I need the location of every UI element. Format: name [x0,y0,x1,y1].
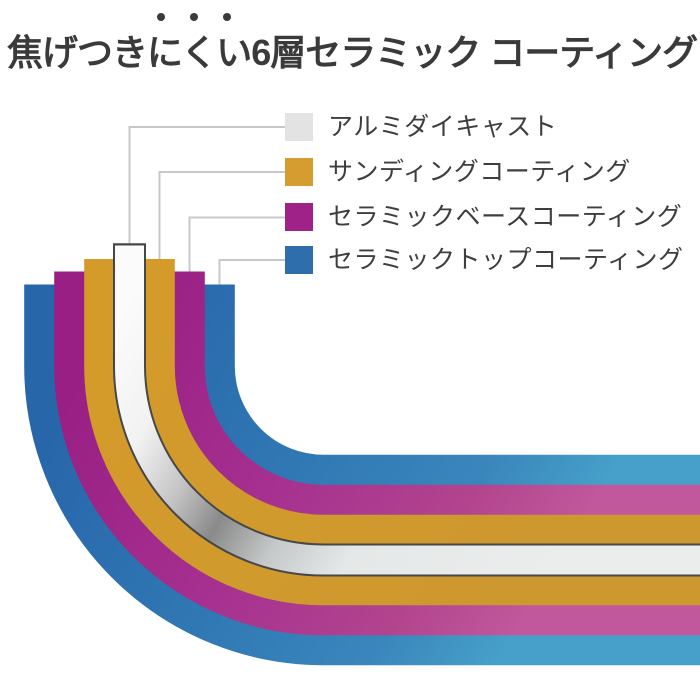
legend-swatch-ceramic-base [285,203,313,231]
legend-label-aluminum: アルミダイキャスト [328,113,558,141]
emphasis-dot [190,13,198,21]
leader-ceramic-top [218,259,285,287]
layer-ceramic-base-outer [54,271,700,636]
leader-sanding [158,171,285,261]
leader-ceramic-base [188,216,285,274]
legend-label-sanding: サンディングコーティング [328,158,631,186]
legend-item-aluminum: アルミダイキャスト [285,113,557,141]
layer-ceramic-top-inner [204,284,700,486]
emphasis-dot [157,13,165,21]
leader-aluminum [128,126,285,246]
layer-aluminum-core [115,245,700,575]
layer-ceramic-base-inner [174,271,700,516]
page-title: 焦げつきにくい6層セラミック コーティング [7,32,698,73]
legend-item-ceramic-base: セラミックベースコーティング [285,203,682,231]
legend-swatch-sanding [285,158,313,186]
legend-swatch-ceramic-top [285,246,313,274]
layer-sanding-inner [144,259,700,546]
legend-swatch-aluminum [285,113,313,141]
legend-label-ceramic-top: セラミックトップコーティング [328,246,684,274]
legend-leader-lines [128,126,285,287]
emphasis-dot [223,13,231,21]
legend-label-ceramic-base: セラミックベースコーティング [328,203,683,231]
legend-item-sanding: サンディングコーティング [285,158,631,186]
layer-ceramic-top-outer [24,284,700,666]
layer-sanding-outer [84,259,700,606]
legend-item-ceramic-top: セラミックトップコーティング [285,246,684,274]
